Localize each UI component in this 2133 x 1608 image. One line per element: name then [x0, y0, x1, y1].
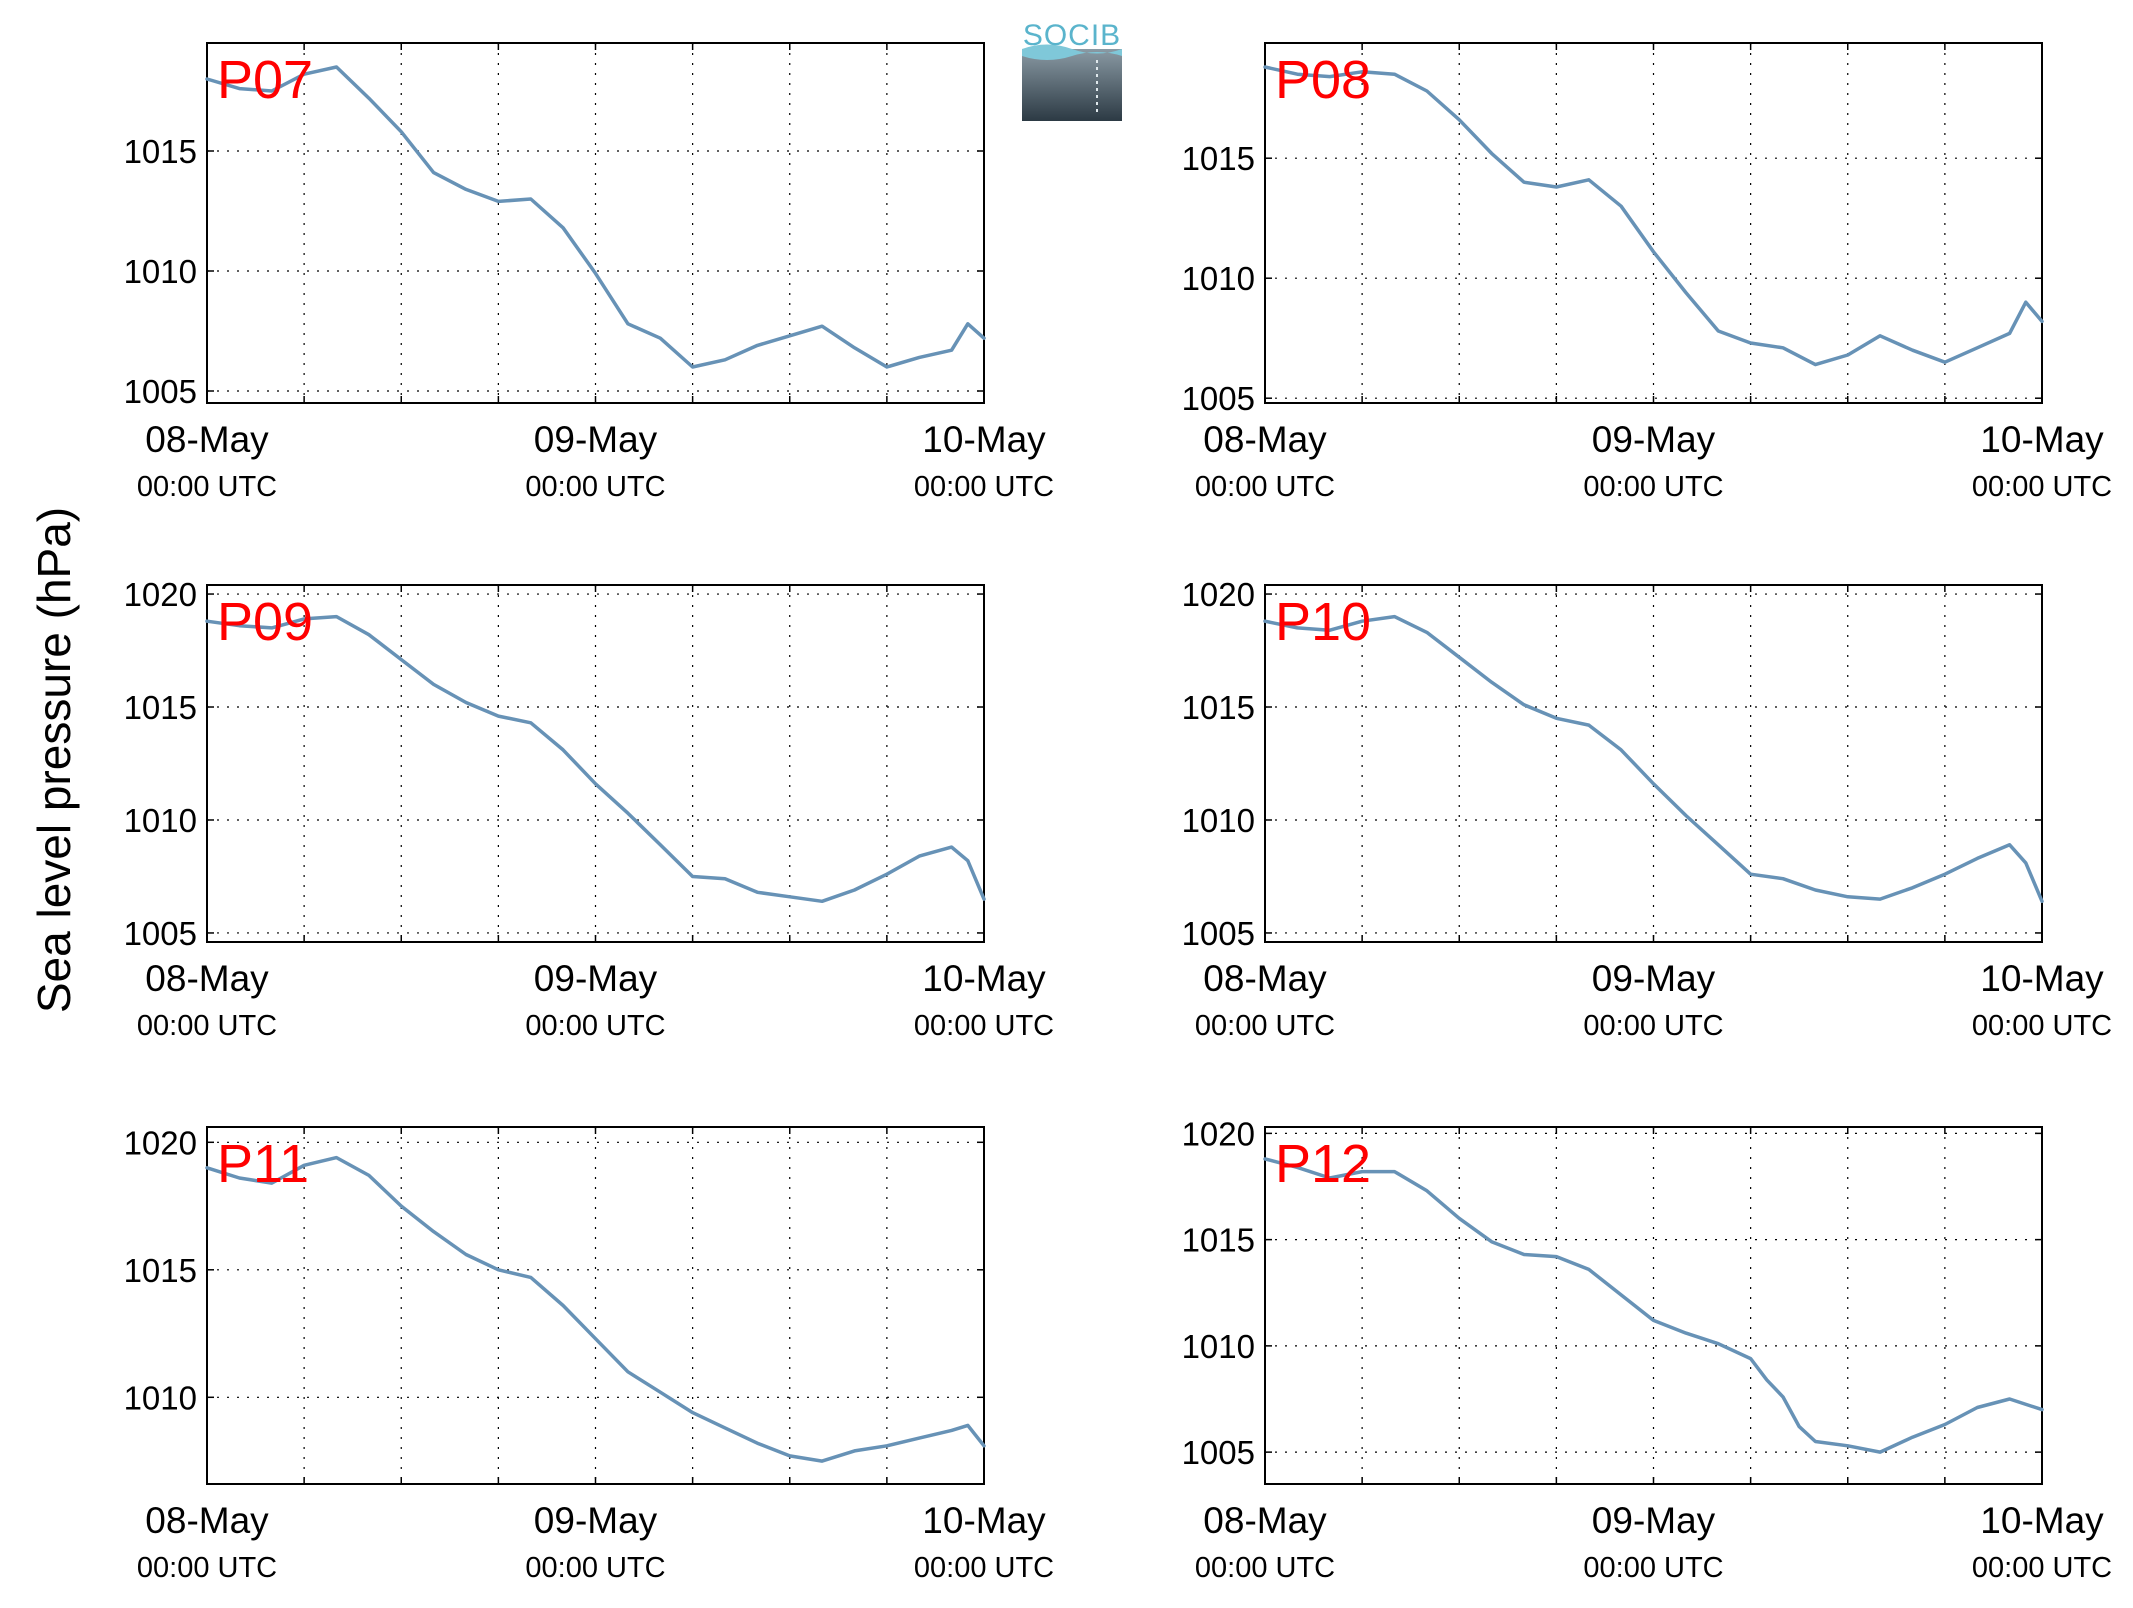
y-tick-label: 1010: [1182, 1328, 1255, 1365]
pressure-series-line: [1263, 65, 2044, 367]
panel-frame: [1264, 584, 2043, 943]
y-axis-label: Sea level pressure (hPa): [28, 507, 80, 1013]
x-tick-label-time: 00:00 UTC: [525, 471, 665, 503]
panel-p11: 1010 1015 1020 08-May 00:00 UTC 09-May 00:00 U…: [124, 1124, 1055, 1584]
x-tick-label-day: 10-May: [922, 419, 1046, 460]
socib-logo: SOCIB: [1022, 19, 1122, 121]
x-tick-label-time: 00:00 UTC: [1195, 1010, 1335, 1042]
x-tick-label-time: 00:00 UTC: [1972, 1552, 2112, 1584]
panel-label: P12: [1275, 1134, 1371, 1194]
x-tick-label-time: 00:00 UTC: [914, 471, 1054, 503]
x-tick-label-day: 08-May: [1203, 1500, 1327, 1541]
x-tick-label-day: 09-May: [534, 419, 658, 460]
logo-text: SOCIB: [1023, 19, 1121, 52]
x-tick-label-day: 09-May: [1592, 1500, 1716, 1541]
y-tick-label: 1010: [124, 1379, 197, 1416]
x-tick-label-time: 00:00 UTC: [914, 1552, 1054, 1584]
x-tick-label-time: 00:00 UTC: [1583, 1010, 1723, 1042]
x-tick-label-day: 10-May: [922, 1500, 1046, 1541]
x-tick-label-time: 00:00 UTC: [137, 1010, 277, 1042]
x-tick-label-day: 08-May: [1203, 419, 1327, 460]
pressure-series-line: [205, 1155, 986, 1463]
x-tick-label-time: 00:00 UTC: [525, 1552, 665, 1584]
x-tick-label-day: 10-May: [1980, 1500, 2104, 1541]
y-tick-label: 1005: [1182, 915, 1255, 952]
panel-p08: 1005 1010 1015 08-May 00:00 UTC 09-May 00:00 U…: [1182, 42, 2112, 503]
x-tick-label-time: 00:00 UTC: [137, 1552, 277, 1584]
panel-p09: 1005 1010 1015 1020 08-May 00:00 UTC 09-May 00:…: [124, 576, 1055, 1042]
x-tick-label-time: 00:00 UTC: [1195, 1552, 1335, 1584]
panel-label: P09: [217, 592, 313, 652]
pressure-series-line: [1263, 1157, 2044, 1454]
x-tick-label-time: 00:00 UTC: [1195, 471, 1335, 503]
pressure-series-line: [1263, 614, 2044, 904]
y-tick-label: 1005: [124, 373, 197, 410]
x-tick-label-day: 08-May: [145, 419, 269, 460]
y-tick-label: 1005: [124, 915, 197, 952]
pressure-series-line: [205, 65, 986, 369]
y-tick-label: 1010: [124, 253, 197, 290]
x-tick-label-time: 00:00 UTC: [1972, 471, 2112, 503]
x-tick-label-day: 09-May: [1592, 419, 1716, 460]
y-tick-label: 1015: [124, 133, 197, 170]
y-tick-label: 1015: [124, 689, 197, 726]
y-tick-label: 1010: [1182, 260, 1255, 297]
x-tick-label-time: 00:00 UTC: [1583, 471, 1723, 503]
y-tick-label: 1010: [124, 802, 197, 839]
x-tick-label-time: 00:00 UTC: [1583, 1552, 1723, 1584]
pressure-series-line: [205, 614, 986, 904]
x-tick-label-day: 08-May: [145, 958, 269, 999]
panel-frame: [206, 584, 985, 943]
y-tick-label: 1015: [1182, 689, 1255, 726]
panel-p12: 1005 1010 1015 1020 08-May 00:00 UTC 09-May 00:…: [1182, 1115, 2113, 1584]
y-tick-label: 1020: [124, 576, 197, 613]
x-tick-label-time: 00:00 UTC: [914, 1010, 1054, 1042]
panel-label: P07: [217, 50, 313, 110]
panel-p07: 1005 1010 1015 08-May 00:00 UTC 09-May 00:00 U…: [124, 42, 1054, 503]
y-tick-label: 1010: [1182, 802, 1255, 839]
x-tick-label-day: 10-May: [1980, 419, 2104, 460]
x-tick-label-day: 10-May: [1980, 958, 2104, 999]
y-tick-label: 1015: [124, 1252, 197, 1289]
y-tick-label: 1005: [1182, 1434, 1255, 1471]
y-tick-label: 1020: [124, 1124, 197, 1161]
panel-label: P10: [1275, 592, 1371, 652]
y-tick-label: 1020: [1182, 1115, 1255, 1152]
y-tick-label: 1015: [1182, 140, 1255, 177]
y-tick-label: 1015: [1182, 1222, 1255, 1259]
x-tick-label-day: 09-May: [534, 1500, 658, 1541]
x-tick-label-day: 09-May: [534, 958, 658, 999]
x-tick-label-day: 09-May: [1592, 958, 1716, 999]
x-tick-label-time: 00:00 UTC: [137, 471, 277, 503]
panel-label: P11: [217, 1134, 309, 1194]
logo-wave: [1022, 44, 1122, 60]
x-tick-label-day: 10-May: [922, 958, 1046, 999]
x-tick-label-day: 08-May: [145, 1500, 269, 1541]
x-tick-label-time: 00:00 UTC: [525, 1010, 665, 1042]
x-tick-label-day: 08-May: [1203, 958, 1327, 999]
y-tick-label: 1005: [1182, 380, 1255, 417]
panel-label: P08: [1275, 50, 1371, 110]
logo-block: [1022, 49, 1122, 121]
x-tick-label-time: 00:00 UTC: [1972, 1010, 2112, 1042]
panel-p10: 1005 1010 1015 1020 08-May 00:00 UTC 09-May 00:…: [1182, 576, 2113, 1042]
panel-frame: [206, 1126, 985, 1485]
y-tick-label: 1020: [1182, 576, 1255, 613]
